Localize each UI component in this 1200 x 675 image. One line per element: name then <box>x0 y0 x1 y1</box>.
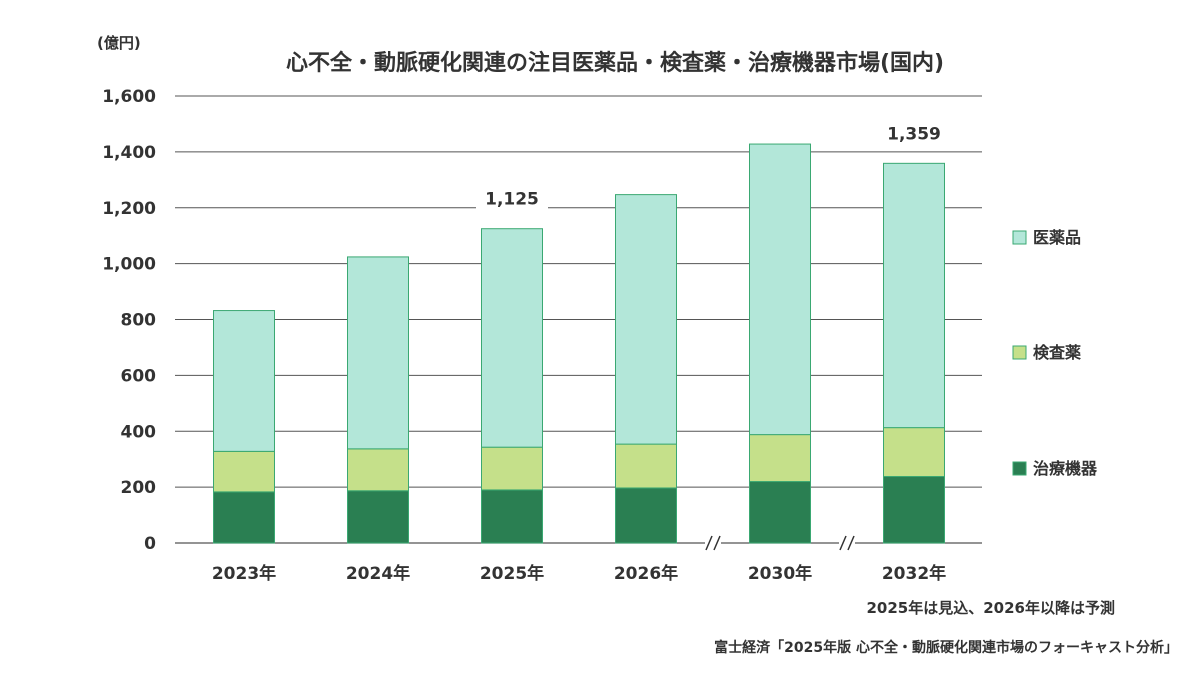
data-label: 1,359 <box>887 124 941 144</box>
chart-title: 心不全・動脈硬化関連の注目医薬品・検査薬・治療機器市場(国内) <box>286 50 944 76</box>
axis-breaks <box>705 535 855 551</box>
bar-segment <box>615 194 677 445</box>
axis-break-mark <box>713 535 721 551</box>
y-tick-label: 1,200 <box>102 199 156 219</box>
bar-segment <box>481 446 543 491</box>
bar-segment <box>883 476 945 544</box>
legend-label: 治療機器 <box>1033 459 1098 478</box>
axis-break-mark <box>705 535 713 551</box>
y-tick-label: 1,600 <box>102 87 156 107</box>
data-label: 1,125 <box>485 190 539 210</box>
y-tick-label: 0 <box>144 534 156 554</box>
axis-break-gap <box>705 535 721 551</box>
bar-segment <box>615 443 677 489</box>
gridlines <box>175 95 982 544</box>
y-axis-unit: (億円) <box>97 34 141 52</box>
bars <box>213 143 945 544</box>
legend-swatch <box>1012 461 1027 476</box>
bar-segment <box>347 256 409 450</box>
bar-segment <box>481 489 543 544</box>
forecast-note: 2025年は見込、2026年以降は予測 <box>867 599 1116 617</box>
bar-segment <box>615 487 677 544</box>
bar-segment <box>213 310 275 452</box>
data-labels: 1,125 1,359 <box>476 121 950 213</box>
bar-segment <box>347 448 409 492</box>
x-tick-label: 2032年 <box>882 563 946 584</box>
x-tick-label: 2030年 <box>748 563 812 584</box>
bar-segment <box>213 491 275 544</box>
y-axis-ticks: 0 200 400 600 800 1,000 1,200 1,400 1,600 <box>102 87 156 554</box>
bar-segment <box>347 490 409 544</box>
bar-segment <box>749 434 811 483</box>
x-tick-label: 2024年 <box>346 563 410 584</box>
axis-break-gap <box>839 535 855 551</box>
y-tick-label: 800 <box>121 311 157 331</box>
bar-segment <box>749 481 811 544</box>
legend-swatch <box>1012 230 1027 245</box>
x-tick-label: 2023年 <box>212 563 276 584</box>
data-label-bg <box>476 186 548 213</box>
legend-label: 検査薬 <box>1033 343 1082 362</box>
bar-segment <box>213 450 275 493</box>
bar-segment <box>481 228 543 448</box>
y-tick-label: 400 <box>121 422 157 442</box>
legend-swatch <box>1012 345 1027 360</box>
y-tick-label: 200 <box>121 478 157 498</box>
x-tick-label: 2025年 <box>480 563 544 584</box>
axis-break-mark <box>847 535 855 551</box>
axis-break-mark <box>839 535 847 551</box>
y-tick-label: 1,000 <box>102 255 156 275</box>
legend-label: 医薬品 <box>1033 228 1081 247</box>
x-tick-label: 2026年 <box>614 563 678 584</box>
data-label-bg <box>878 121 950 148</box>
source-note: 富士経済「2025年版 心不全・動脈硬化関連市場のフォーキャスト分析」 <box>714 639 1178 656</box>
bar-segment <box>883 427 945 478</box>
y-tick-label: 600 <box>121 366 157 386</box>
bar-segment <box>883 162 945 429</box>
y-tick-label: 1,400 <box>102 143 156 163</box>
bar-segment <box>749 143 811 436</box>
x-axis-labels: 2023年 2024年 2025年 2026年 2030年 2032年 <box>212 563 946 584</box>
